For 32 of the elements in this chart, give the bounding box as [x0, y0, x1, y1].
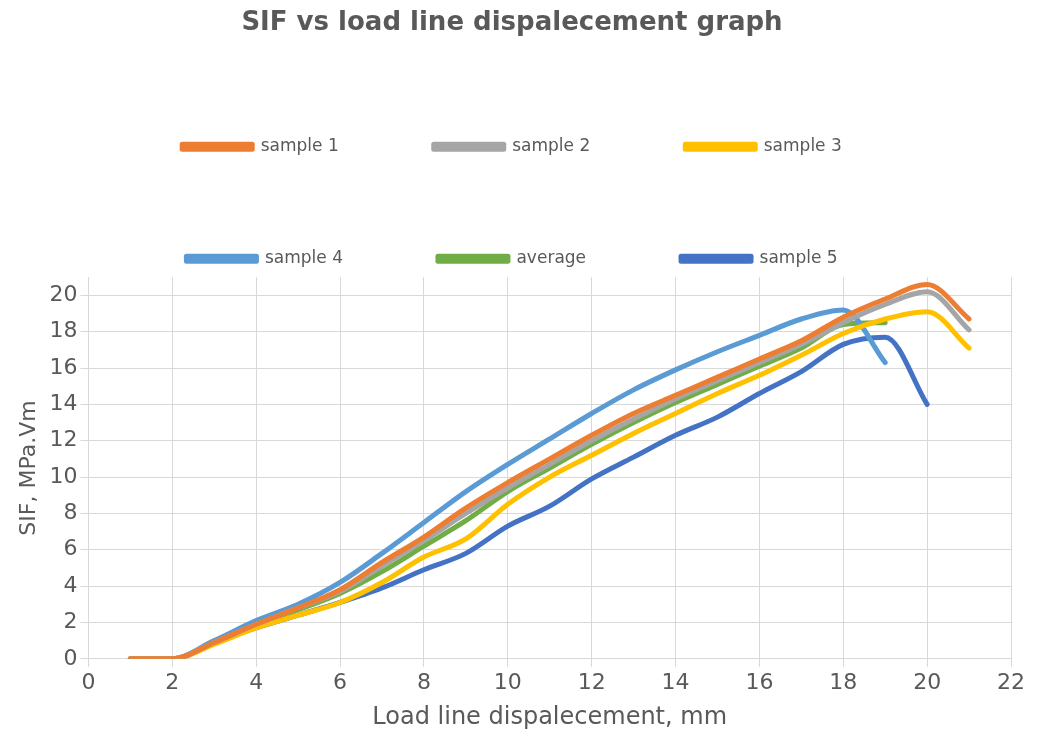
x-tick-label: 8 — [416, 668, 431, 694]
y-tick-label: 2 — [63, 608, 78, 634]
y-tick-label: 0 — [63, 644, 78, 670]
x-tick-label: 4 — [249, 668, 264, 694]
legend-label: average — [516, 247, 587, 268]
x-tick-label: 2 — [165, 668, 180, 694]
y-tick-label: 10 — [49, 462, 78, 488]
x-tick-label: 16 — [745, 668, 774, 694]
y-tick-label: 16 — [49, 353, 78, 379]
x-tick-label: 0 — [81, 668, 96, 694]
x-axis-title: Load line dispalecement, mm — [372, 701, 728, 730]
legend-label: sample 4 — [264, 247, 343, 268]
y-tick-label: 18 — [49, 317, 78, 343]
legend-label: sample 2 — [512, 135, 591, 156]
y-tick-label: 14 — [49, 390, 78, 416]
y-axis-title: SIF, MPa.Vm — [14, 400, 40, 536]
x-tick-label: 18 — [829, 668, 858, 694]
legend-label: sample 1 — [260, 135, 339, 156]
y-tick-label: 20 — [49, 281, 78, 307]
x-tick-label: 10 — [493, 668, 522, 694]
legend-label: sample 3 — [763, 135, 842, 156]
y-tick-label: 8 — [63, 499, 78, 525]
x-tick-label: 20 — [913, 668, 942, 694]
y-tick-label: 6 — [63, 535, 78, 561]
y-tick-label: 4 — [63, 571, 78, 597]
x-tick-label: 14 — [661, 668, 690, 694]
x-tick-label: 22 — [997, 668, 1025, 694]
x-tick-label: 12 — [577, 668, 606, 694]
legend-label: sample 5 — [759, 247, 838, 268]
x-tick-label: 6 — [333, 668, 348, 694]
y-tick-label: 12 — [49, 426, 78, 452]
chart-title: SIF vs load line dispalecement graph — [241, 6, 783, 37]
